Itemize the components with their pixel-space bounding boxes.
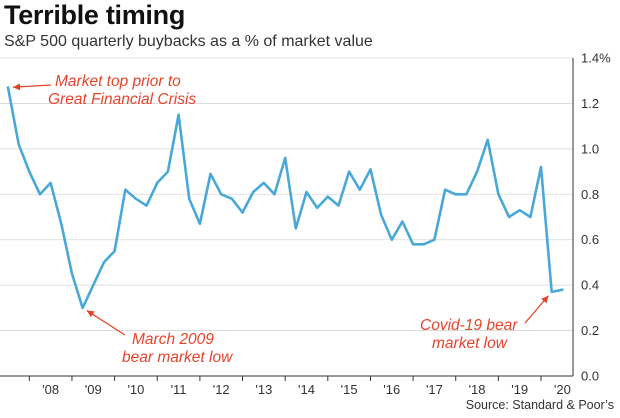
x-tick-label: '13 <box>255 382 272 397</box>
buyback-series-line <box>6 86 564 310</box>
chart-subtitle: S&P 500 quarterly buybacks as a % of mar… <box>4 33 373 50</box>
x-tick-label: '09 <box>85 382 102 397</box>
x-tick-label: '12 <box>213 382 230 397</box>
y-tick-label: 0.2 <box>581 323 599 338</box>
annotation-covid: Covid-19 bear market low <box>420 295 549 352</box>
y-axis-ticks: 0.0 0.2 0.4 0.6 0.8 1.0 1.2 1.4% <box>581 51 611 384</box>
y-tick-label: 0.4 <box>581 278 599 293</box>
y-tick-label: 1.2 <box>581 96 599 111</box>
x-tick-label: '18 <box>469 382 486 397</box>
annotation-market-top-arrowhead <box>12 83 21 91</box>
annotation-market-top: Market top prior to Great Financial Cris… <box>12 73 196 108</box>
source-note: Source: Standard & Poor’s <box>465 398 614 412</box>
annotation-covid-arrowhead <box>541 295 549 304</box>
x-tick-label: '17 <box>426 382 443 397</box>
annotation-march-2009-line-1: March 2009 <box>132 331 214 348</box>
x-tick-label: '08 <box>42 382 59 397</box>
x-tick-label: '10 <box>127 382 144 397</box>
y-tick-label: 1.4% <box>581 51 611 66</box>
x-axis-ticks: '08 '09 '10 '11 '12 '13 '14 '15 '16 '17 '18 '19 '20 <box>28 376 571 397</box>
x-tick-label: '16 <box>383 382 400 397</box>
y-tick-label: 0.6 <box>581 232 599 247</box>
annotation-covid-line-2: market low <box>432 335 509 352</box>
y-tick-label: 1.0 <box>581 141 599 156</box>
annotation-march-2009-line-2: bear market low <box>122 349 234 366</box>
annotation-march-2009-arrow <box>86 310 126 336</box>
annotation-covid-line-1: Covid-19 bear <box>420 317 518 334</box>
x-tick-label: '11 <box>171 382 187 397</box>
gridlines <box>0 57 574 377</box>
annotation-market-top-line-1: Market top prior to <box>55 73 181 90</box>
chart-title: Terrible timing <box>4 0 186 30</box>
x-tick-label: '20 <box>554 382 571 397</box>
annotation-march-2009-arrowhead <box>86 310 95 318</box>
annotation-market-top-line-2: Great Financial Crisis <box>48 91 196 108</box>
x-tick-label: '15 <box>341 382 358 397</box>
x-tick-label: '14 <box>298 382 315 397</box>
annotation-march-2009: March 2009 bear market low <box>86 310 234 366</box>
y-tick-label: 0.8 <box>581 187 599 202</box>
y-tick-label: 0.0 <box>581 369 599 384</box>
x-tick-label: '19 <box>511 382 528 397</box>
